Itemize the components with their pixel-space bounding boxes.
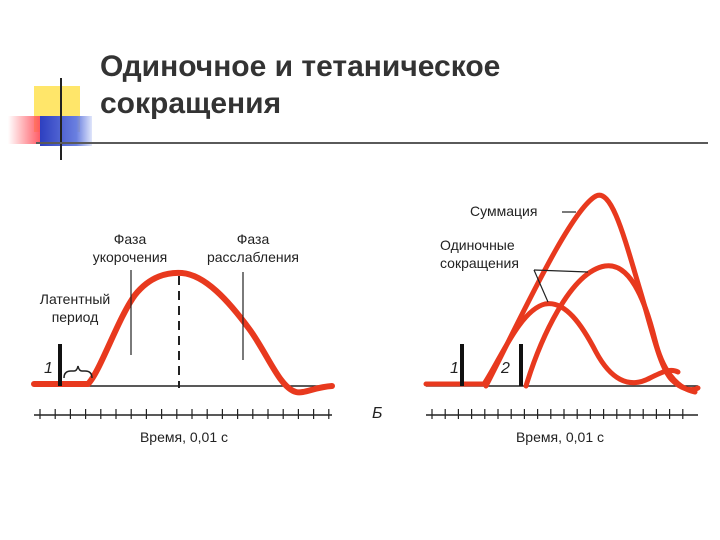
right-axis-ticks bbox=[431, 409, 684, 419]
decor-blue-square bbox=[40, 116, 92, 146]
page-title: Одиночное и тетаническое сокращения bbox=[100, 48, 500, 122]
summation-curve bbox=[483, 192, 701, 393]
title-line-2: сокращения bbox=[100, 87, 282, 120]
right-stimulus-label-2: 2 bbox=[500, 360, 510, 377]
right-x-axis-label: Время, 0,01 с bbox=[516, 429, 604, 445]
right-stimulus-mark-1 bbox=[460, 344, 464, 386]
label-latent-period-2: период bbox=[52, 309, 99, 325]
decor-vertical-line bbox=[60, 78, 62, 160]
right-stimulus-mark-2 bbox=[519, 344, 523, 386]
label-latent-period-1: Латентный bbox=[40, 291, 110, 307]
latent-period-brace bbox=[63, 365, 93, 379]
label-phase-relaxation-2: расслабления bbox=[207, 249, 299, 265]
left-stimulus-label: 1 bbox=[44, 360, 53, 377]
left-stimulus-mark bbox=[58, 344, 62, 386]
left-axis-ticks bbox=[39, 409, 330, 419]
single-pointer-1 bbox=[533, 269, 549, 303]
right-panel: 1 2 Суммация Одиночные сокращения Б Врем… bbox=[372, 192, 701, 445]
left-panel: 1 Фаза укорочения Фаза расслабления Лате… bbox=[31, 231, 335, 445]
label-single-contractions-1: Одиночные bbox=[440, 237, 515, 253]
panel-letter: Б bbox=[372, 405, 382, 422]
title-underline bbox=[36, 142, 708, 144]
label-phase-shortening-2: укорочения bbox=[93, 249, 168, 265]
label-phase-shortening-1: Фаза bbox=[114, 231, 147, 247]
single-pointer-2 bbox=[533, 269, 589, 273]
label-single-contractions-2: сокращения bbox=[440, 255, 519, 271]
title-line-1: Одиночное и тетаническое bbox=[100, 50, 501, 83]
right-stimulus-label-1: 1 bbox=[450, 360, 459, 377]
label-phase-relaxation-1: Фаза bbox=[237, 231, 270, 247]
left-x-axis-label: Время, 0,01 с bbox=[140, 429, 228, 445]
single-contraction-curve bbox=[31, 269, 335, 396]
label-summation: Суммация bbox=[470, 203, 537, 219]
